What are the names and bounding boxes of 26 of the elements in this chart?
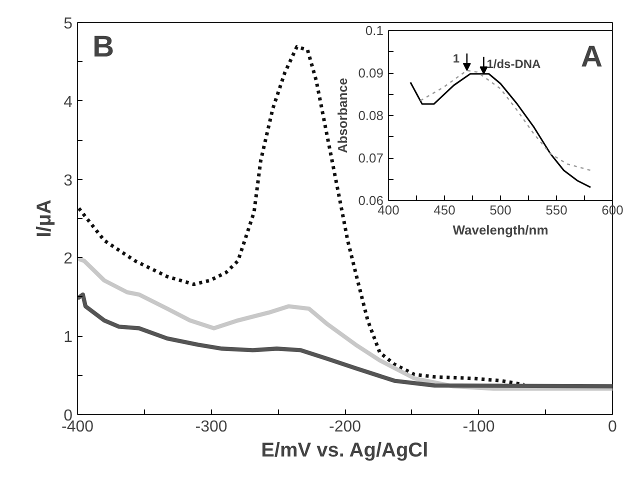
y-tick-label: 0.09 xyxy=(358,66,384,80)
x-tick-label: 450 xyxy=(434,202,456,218)
x-axis-title: E/mV vs. Ag/AgCl xyxy=(261,440,428,462)
annotation: A xyxy=(580,40,603,74)
x-tick-label: -200 xyxy=(328,418,362,436)
y-tick-label: 5 xyxy=(64,16,73,32)
annotation: 1/ds-DNA xyxy=(486,56,542,71)
annotation: B xyxy=(92,30,114,64)
y-tick-label: 0.07 xyxy=(358,150,384,166)
annotation: 1 xyxy=(452,51,460,66)
line-series xyxy=(78,292,612,388)
y-axis-title: Absorbance xyxy=(335,78,350,154)
y-tick-label: 4 xyxy=(64,94,73,111)
y-tick-label: 2 xyxy=(64,250,73,268)
x-tick-label: 0 xyxy=(608,418,618,436)
y-tick-label: 0.08 xyxy=(358,108,384,123)
x-tick-label: -100 xyxy=(462,418,495,436)
y-tick-label: 1 xyxy=(64,329,73,346)
x-axis-title: Wavelength/nm xyxy=(452,222,548,238)
line-series xyxy=(78,256,612,391)
y-tick-label: 3 xyxy=(64,172,73,190)
y-axis-title: I/μA xyxy=(34,200,56,238)
x-tick-label: -300 xyxy=(195,418,228,436)
x-tick-label: 550 xyxy=(546,202,568,218)
x-tick-label: 500 xyxy=(490,202,512,218)
y-tick-label: 0.1 xyxy=(365,23,384,38)
